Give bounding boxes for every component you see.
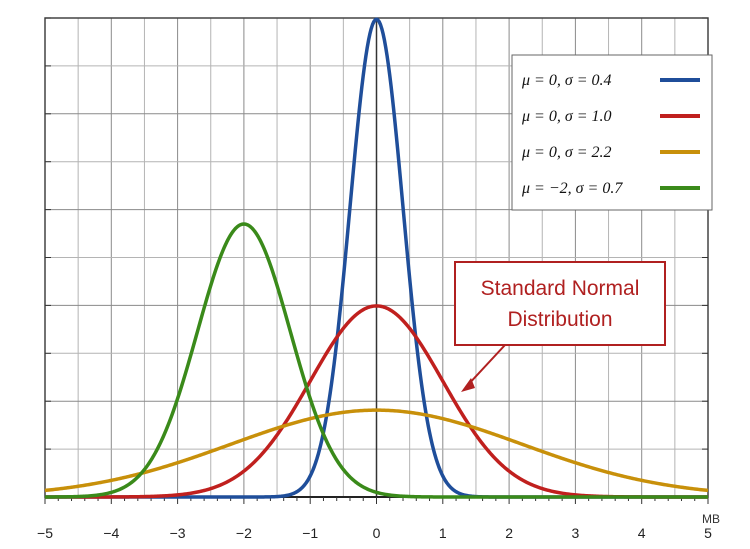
x-tick-label: −5 bbox=[37, 525, 53, 541]
x-tick-label: 2 bbox=[505, 525, 513, 541]
curves bbox=[44, 17, 709, 499]
x-unit-label: MB bbox=[702, 512, 720, 526]
x-tick-label: −2 bbox=[236, 525, 252, 541]
x-tick-labels: −5 −4 −3 −2 −1 0 1 2 3 4 5 bbox=[37, 525, 712, 541]
legend-label: μ = 0, σ = 2.2 bbox=[521, 144, 612, 161]
series-line bbox=[44, 408, 709, 493]
legend-label: μ = −2, σ = 0.7 bbox=[521, 180, 623, 197]
x-tick-label: 0 bbox=[373, 525, 381, 541]
x-tick-label: 4 bbox=[638, 525, 646, 541]
annotation-box bbox=[454, 261, 666, 346]
x-tick-label: −3 bbox=[170, 525, 186, 541]
x-tick-label: 3 bbox=[572, 525, 580, 541]
legend-label: μ = 0, σ = 0.4 bbox=[521, 72, 612, 89]
x-tick-label: −4 bbox=[103, 525, 119, 541]
annotation-arrowhead bbox=[461, 378, 475, 392]
series-line bbox=[44, 222, 709, 499]
annotation-arrow bbox=[465, 344, 506, 388]
legend-label: μ = 0, σ = 1.0 bbox=[521, 108, 612, 125]
annotation: Standard Normal Distribution bbox=[454, 261, 666, 392]
annotation-line-2: Distribution bbox=[507, 308, 612, 331]
x-tick-label: 5 bbox=[704, 525, 712, 541]
annotation-line-1: Standard Normal bbox=[481, 277, 640, 300]
legend: μ = 0, σ = 0.4 μ = 0, σ = 1.0 μ = 0, σ = 2… bbox=[511, 54, 713, 211]
legend-items: μ = 0, σ = 0.4 μ = 0, σ = 1.0 μ = 0, σ = 2… bbox=[521, 72, 700, 197]
x-tick-label: −1 bbox=[302, 525, 318, 541]
x-tick-label: 1 bbox=[439, 525, 447, 541]
